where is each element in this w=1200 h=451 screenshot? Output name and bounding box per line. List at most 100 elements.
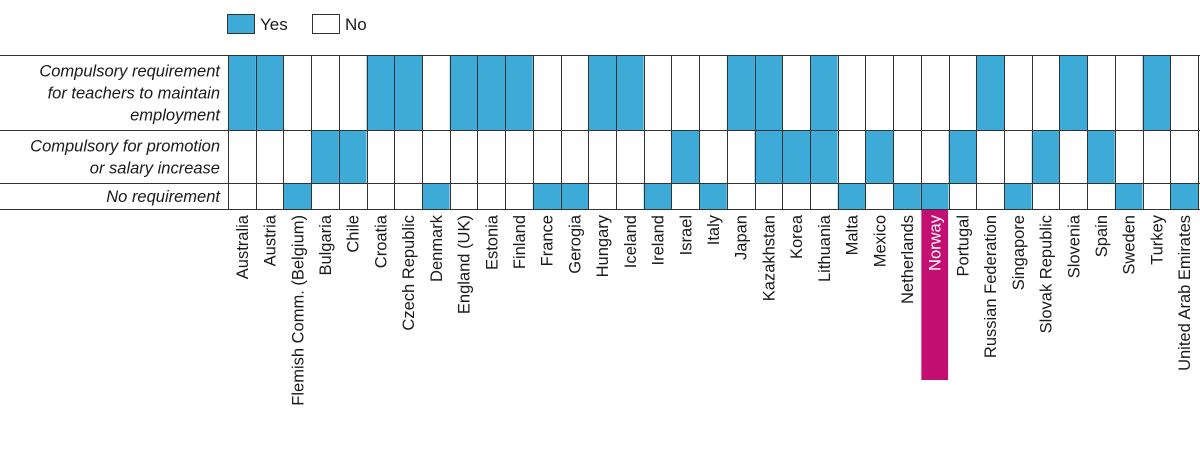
legend-label-yes: Yes	[260, 15, 288, 34]
column-label: Flemish Comm. (Belgium)	[289, 215, 307, 406]
column-label: Japan	[733, 215, 751, 260]
grid-cell-no	[311, 183, 339, 209]
grid-cell-yes	[948, 130, 977, 183]
grid-cell-no	[394, 130, 422, 183]
grid-cell-yes	[228, 55, 256, 130]
grid-cell-yes	[283, 183, 312, 209]
grid-cell-no	[1142, 130, 1171, 183]
grid-cell-no	[1114, 130, 1143, 183]
legend-swatch-yes	[227, 14, 255, 34]
column-label: Bulgaria	[317, 214, 335, 275]
grid-cell-no	[532, 55, 561, 130]
grid-cell-yes	[532, 183, 561, 209]
grid-cell-yes	[422, 183, 450, 209]
column-label: Hungary	[594, 214, 612, 277]
column-label: Kazakhstan	[760, 215, 778, 301]
grid-cell-no	[699, 130, 727, 183]
grid-cell-no	[616, 183, 644, 209]
grid-cell-yes	[893, 183, 921, 209]
grid-cell-no	[449, 130, 478, 183]
grid-cell-no	[948, 55, 977, 130]
grid-cell-yes	[1170, 183, 1198, 209]
grid-cell-no	[338, 183, 367, 209]
grid-cell-no	[976, 183, 1004, 209]
column-label: Norway	[927, 214, 945, 271]
grid-cell-yes	[699, 183, 727, 209]
column-label: Austria	[262, 214, 280, 266]
grid-cell-no	[449, 183, 478, 209]
grid-cell-yes	[782, 130, 810, 183]
grid-cell-no	[366, 183, 395, 209]
grid-cell-no	[311, 55, 339, 130]
row-label: employment	[130, 107, 221, 125]
grid-cell-yes	[560, 183, 589, 209]
column-label: Malta	[844, 214, 862, 255]
grid-cell-yes	[338, 130, 367, 183]
column-label: Finland	[511, 215, 529, 269]
grid-cell-yes	[810, 55, 838, 130]
grid-cell-no	[726, 130, 755, 183]
grid-cell-no	[255, 130, 284, 183]
grid-cell-no	[1031, 55, 1060, 130]
grid-cell-no	[976, 130, 1004, 183]
column-label: Italy	[705, 214, 723, 245]
column-label: Sweden	[1121, 215, 1139, 275]
column-label: Estonia	[483, 214, 501, 270]
grid-cell-no	[1170, 55, 1198, 130]
legend-label-no: No	[345, 15, 367, 34]
grid-cell-no	[1004, 55, 1032, 130]
column-label: Portugal	[954, 215, 972, 276]
grid-cell-no	[505, 130, 533, 183]
grid-cell-no	[643, 130, 672, 183]
column-label: Netherlands	[899, 215, 917, 304]
grid-cell-yes	[920, 183, 949, 209]
grid-cell-yes	[255, 55, 284, 130]
grid-cell-no	[228, 130, 256, 183]
column-label: Chile	[345, 215, 363, 253]
grid-cell-yes	[865, 130, 894, 183]
column-label: Slovenia	[1065, 214, 1083, 278]
grid-cell-yes	[1142, 55, 1171, 130]
grid-cell-no	[671, 183, 700, 209]
grid-cell-yes	[1031, 130, 1060, 183]
grid-cell-yes	[366, 55, 395, 130]
grid-cell-yes	[726, 55, 755, 130]
grid-cell-no	[588, 183, 616, 209]
column-label: Australia	[234, 214, 252, 279]
grid-cell-no	[477, 183, 506, 209]
grid-cell-no	[643, 55, 672, 130]
grid-cell-no	[505, 183, 533, 209]
column-label: England (UK)	[456, 215, 474, 314]
grid-cell-no	[1087, 183, 1115, 209]
grid-cell-no	[228, 183, 256, 209]
grid-cell-yes	[1114, 183, 1143, 209]
grid-cell-no	[394, 183, 422, 209]
grid-cell-no	[699, 55, 727, 130]
grid-cell-yes	[616, 55, 644, 130]
grid-cell-no	[754, 183, 783, 209]
grid-cell-no	[1087, 55, 1115, 130]
column-label: Turkey	[1148, 214, 1166, 265]
column-label: Denmark	[428, 214, 446, 282]
column-label: Russian Federation	[982, 215, 1000, 358]
grid-cell-no	[560, 130, 589, 183]
grid-cell-yes	[643, 183, 672, 209]
row-label: Compulsory requirement	[39, 63, 221, 81]
column-label: Israel	[677, 215, 695, 255]
grid-cell-no	[1059, 183, 1088, 209]
highlight-column-label-background	[921, 209, 949, 380]
grid-cell-yes	[837, 183, 866, 209]
column-label: Spain	[1093, 215, 1111, 257]
grid-cell-no	[588, 130, 616, 183]
legend-swatch-no	[312, 14, 340, 34]
grid-cell-no	[422, 130, 450, 183]
grid-cell-yes	[754, 55, 783, 130]
grid-cell-yes	[754, 130, 783, 183]
column-label: Singapore	[1010, 215, 1028, 290]
grid-cell-no	[560, 55, 589, 130]
grid-cell-no	[782, 55, 810, 130]
grid-cell-no	[837, 130, 866, 183]
grid-cell-no	[893, 55, 921, 130]
grid-cell-no	[837, 55, 866, 130]
